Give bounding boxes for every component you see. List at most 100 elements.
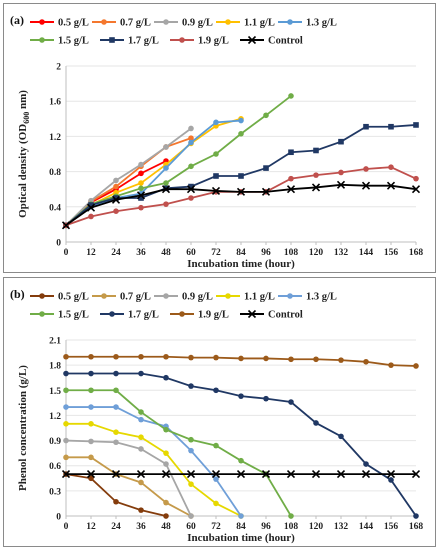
data-point (63, 353, 69, 360)
x-tick-label: 156 (384, 522, 399, 532)
x-tick-label: 84 (236, 248, 246, 258)
legend-label: 1.1 g/L (244, 18, 275, 29)
data-point (413, 363, 419, 369)
data-point (263, 355, 269, 362)
data-point (213, 354, 219, 361)
data-point (138, 180, 144, 186)
series-line (65, 119, 242, 227)
x-tick-label: 36 (136, 248, 146, 258)
legend-label: 0.5 g/L (58, 18, 89, 29)
panel-b-phenol-concentration: (b) 0.5 g/L 0.7 g/L 0.9 g/L 1.1 g/L 1.3 g/L 1.… (3, 277, 436, 547)
data-point (363, 123, 369, 130)
data-point (213, 387, 219, 394)
y-tick-label: 0 (56, 239, 61, 249)
data-point (361, 470, 371, 479)
data-point (411, 185, 421, 194)
marker-stroke (261, 470, 271, 479)
x-tick-label: 0 (64, 248, 69, 258)
marker-stroke (236, 187, 246, 196)
data-point (188, 383, 194, 389)
x-tick-label: 60 (186, 248, 196, 258)
data-point (413, 122, 419, 128)
marker-stroke (261, 187, 271, 196)
data-point (188, 195, 194, 201)
marker-stroke (386, 181, 396, 190)
data-point (163, 201, 169, 207)
data-point (286, 185, 296, 194)
y-tick-label: 0 (56, 513, 61, 523)
data-point (63, 437, 69, 444)
data-point (138, 370, 144, 377)
data-point (263, 165, 269, 171)
legend-entry: 1.1 g/L (216, 292, 275, 303)
data-point (388, 362, 394, 368)
marker-stroke (286, 470, 296, 479)
legend-entry: 0.9 g/L (154, 18, 213, 29)
data-point (411, 470, 421, 479)
legend-entry: 1.9 g/L (170, 36, 229, 47)
data-point (288, 356, 294, 363)
series-1-1-g-l (63, 421, 244, 519)
series-line (66, 456, 192, 517)
data-point (188, 447, 194, 454)
series-0-9-g-l (63, 125, 194, 229)
data-point (213, 173, 219, 179)
legend-label: 1.1 g/L (244, 292, 275, 303)
data-point (138, 353, 144, 360)
data-point (213, 442, 219, 449)
legend-label: 1.5 g/L (58, 36, 89, 47)
data-point (413, 175, 419, 182)
data-point (138, 195, 144, 201)
data-point (213, 500, 219, 507)
legend-entry: Control (240, 36, 303, 47)
x-axis-title: Incubation time (hour) (187, 532, 295, 544)
data-point (313, 356, 319, 363)
data-point (311, 183, 321, 192)
data-point (88, 454, 94, 461)
series-0-9-g-l (63, 437, 194, 519)
data-point (238, 513, 244, 519)
data-point (161, 185, 171, 194)
y-axis-title: Phenol concentration (g/L) (17, 365, 29, 491)
data-point (113, 429, 119, 435)
data-point (188, 354, 194, 361)
data-point (288, 93, 294, 99)
series-line (66, 422, 242, 517)
x-tick-label: 12 (86, 522, 96, 532)
data-point (261, 470, 271, 479)
x-tick-label: 144 (359, 248, 374, 258)
data-point (238, 117, 244, 124)
data-point (338, 433, 344, 440)
data-point (113, 370, 119, 377)
legend-entry: Control (240, 310, 303, 321)
panel-a-optical-density: (a) 0.5 g/L 0.7 g/L 0.9 g/L 1.1 g/L 1.3 g/L 1.… (3, 3, 436, 273)
legend-marker (179, 37, 185, 43)
marker-stroke (311, 470, 321, 479)
data-point (213, 119, 219, 126)
legend-marker (287, 19, 293, 25)
legend-marker (287, 293, 293, 299)
legend-entry: 1.5 g/L (30, 36, 89, 47)
data-point (413, 513, 419, 519)
data-point (61, 221, 71, 230)
marker-stroke (211, 470, 221, 479)
data-point (138, 170, 144, 177)
legend-entry: 0.7 g/L (92, 292, 151, 303)
data-point (238, 355, 244, 362)
legend-label: 0.9 g/L (182, 18, 213, 29)
data-point (288, 399, 294, 405)
data-point (213, 476, 219, 482)
x-axis-title: Incubation time (hour) (187, 258, 295, 270)
data-point (88, 353, 94, 360)
data-point (63, 404, 69, 410)
legend-label: 1.7 g/L (128, 36, 159, 47)
marker-stroke (86, 470, 96, 479)
legend-entry: 0.5 g/L (30, 18, 89, 29)
x-tick-label: 156 (384, 248, 399, 258)
marker-stroke (236, 470, 246, 479)
data-point (288, 513, 294, 519)
data-point (261, 187, 271, 196)
data-point (313, 172, 319, 178)
x-tick-label: 108 (284, 522, 299, 532)
data-point (88, 421, 94, 427)
